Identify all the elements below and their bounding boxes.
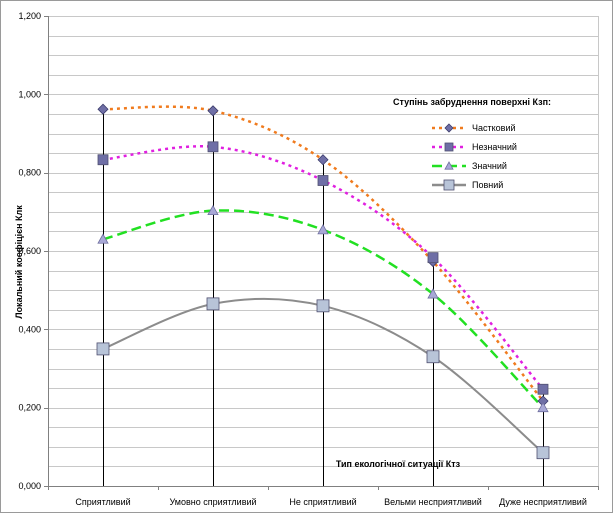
legend-marker — [444, 161, 454, 170]
y-axis-title: Локальний коефіцієн Клк — [14, 205, 24, 319]
data-point-s4-2 — [206, 297, 220, 311]
data-point-s4-4 — [426, 350, 440, 364]
data-point-s3-4 — [427, 288, 439, 299]
y-tick-label: 0,000 — [18, 481, 41, 491]
legend-item-1: Частковий — [432, 123, 516, 133]
series-line-1 — [102, 105, 544, 402]
data-point-s2-5 — [537, 383, 549, 395]
data-point-s2-3 — [317, 175, 329, 186]
legend: Ступінь забруднення поверхні Кзп: Частко… — [393, 97, 551, 191]
data-point-s3-3 — [317, 224, 329, 235]
y-tick-label: 0,600 — [18, 246, 41, 256]
data-point-s4-5 — [536, 446, 550, 460]
data-point-s1-1 — [97, 103, 109, 115]
legend-item-2: Незначний — [432, 142, 517, 152]
data-point-s3-5 — [537, 401, 549, 413]
legend-label: Частковий — [472, 123, 516, 133]
x-tick-label: Вельми несприятливий — [384, 497, 482, 507]
legend-item-3: Значний — [432, 161, 507, 171]
data-point-s3-1 — [97, 233, 109, 244]
legend-item-4: Повний — [432, 179, 503, 191]
series-line-2 — [102, 145, 544, 391]
y-tick-label: 1,200 — [18, 11, 41, 21]
x-tick-label: Сприятливий — [75, 497, 130, 507]
data-point-s1-2 — [207, 105, 219, 117]
markers — [96, 103, 550, 460]
legend-label: Значний — [472, 161, 507, 171]
data-point-s2-2 — [207, 141, 219, 153]
data-point-s4-1 — [96, 342, 110, 356]
x-tick-label: Не сприятливий — [289, 497, 356, 507]
data-point-s2-1 — [97, 154, 109, 166]
legend-title: Ступінь забруднення поверхні Кзп: — [393, 97, 551, 107]
data-point-s4-3 — [316, 299, 330, 313]
x-axis-title: Тип екологічної ситуації Ктз — [336, 459, 461, 469]
y-tick-label: 1,000 — [18, 89, 41, 99]
data-point-s3-2 — [207, 204, 219, 216]
legend-marker — [443, 179, 455, 191]
data-point-s2-4 — [427, 252, 439, 264]
legend-marker — [444, 123, 454, 133]
x-tick-labels: Сприятливий Умовно сприятливий Не сприятли… — [75, 497, 587, 507]
series-line-3 — [102, 209, 544, 409]
legend-label: Незначний — [472, 142, 517, 152]
y-tick-label: 0,400 — [18, 324, 41, 334]
x-tick-label: Умовно сприятливий — [169, 497, 256, 507]
y-tick-label: 0,800 — [18, 168, 41, 178]
y-tick-labels: 0,000 0,200 0,400 0,600 0,800 1,000 1,200 — [18, 11, 41, 491]
y-tick-label: 0,200 — [18, 403, 41, 413]
x-tick-label: Дуже несприятливий — [499, 497, 587, 507]
drop-lines — [103, 109, 544, 486]
data-point-s1-3 — [317, 154, 329, 166]
legend-label: Повний — [472, 180, 503, 190]
legend-marker — [444, 142, 454, 152]
